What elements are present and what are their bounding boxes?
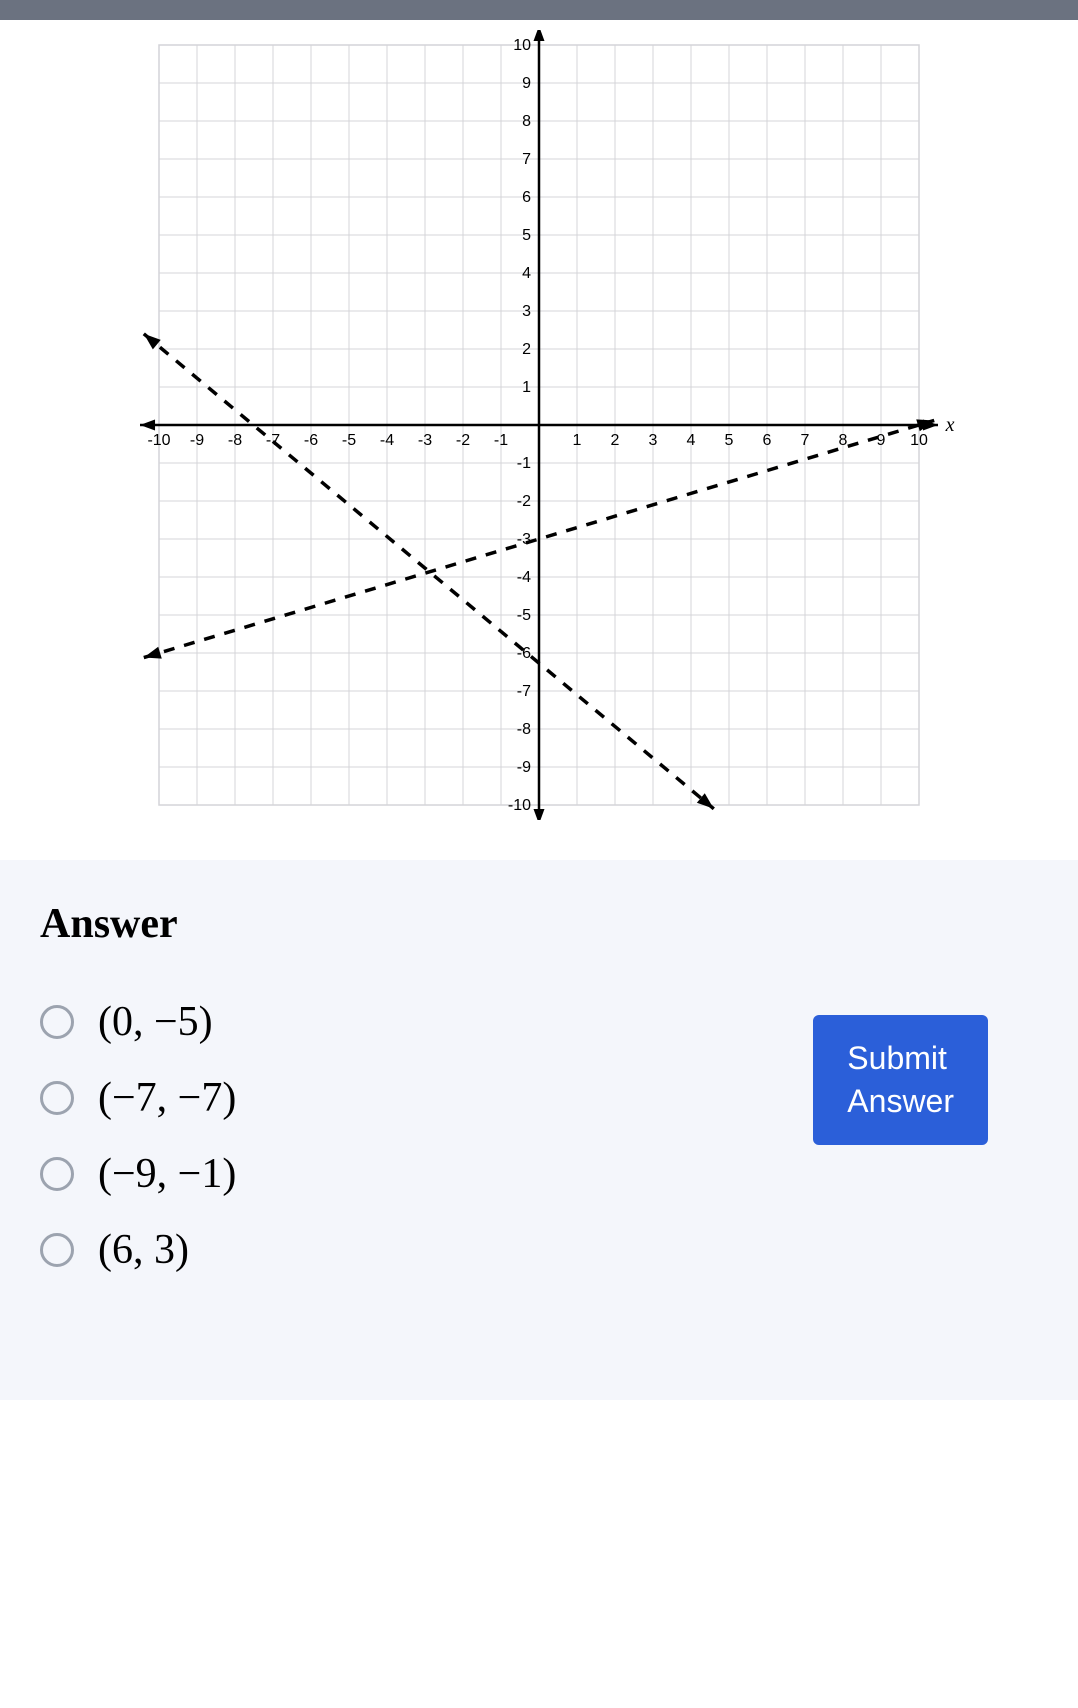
radio-icon[interactable] [40, 1233, 74, 1267]
answer-option[interactable]: (6, 3) [40, 1226, 1038, 1274]
answer-option[interactable]: (−9, −1) [40, 1150, 1038, 1198]
answer-section: Answer (0, −5) (−7, −7) (−9, −1) (6, 3) Sub… [0, 860, 1078, 1400]
submit-button[interactable]: SubmitAnswer [813, 1015, 988, 1145]
svg-text:-10: -10 [508, 797, 531, 814]
svg-text:-1: -1 [517, 455, 531, 472]
chart-container: -10 -9 -8 -7 -6 -5 -4 -3 -2 -1 1 2 3 4 5 6 7 8 9 10 -10 -9 -8 -… [0, 20, 1078, 860]
svg-text:-1: -1 [494, 432, 508, 449]
svg-text:4: 4 [687, 432, 696, 449]
svg-text:2: 2 [611, 432, 620, 449]
svg-text:-3: -3 [418, 432, 432, 449]
svg-text:-4: -4 [380, 432, 394, 449]
svg-text:-7: -7 [517, 683, 531, 700]
svg-text:-6: -6 [304, 432, 318, 449]
svg-text:-10: -10 [147, 432, 170, 449]
top-bar [0, 0, 1078, 20]
svg-text:3: 3 [649, 432, 658, 449]
svg-text:2: 2 [522, 341, 531, 358]
answer-title: Answer [40, 900, 1038, 948]
svg-text:1: 1 [573, 432, 582, 449]
svg-text:3: 3 [522, 303, 531, 320]
svg-text:-5: -5 [517, 607, 531, 624]
radio-icon[interactable] [40, 1005, 74, 1039]
svg-text:-2: -2 [456, 432, 470, 449]
svg-text:10: 10 [910, 432, 928, 449]
svg-text:x: x [945, 414, 955, 436]
svg-text:-8: -8 [517, 721, 531, 738]
svg-text:6: 6 [763, 432, 772, 449]
svg-text:-9: -9 [190, 432, 204, 449]
svg-text:-4: -4 [517, 569, 531, 586]
svg-text:7: 7 [522, 151, 531, 168]
svg-text:-9: -9 [517, 759, 531, 776]
svg-text:-8: -8 [228, 432, 242, 449]
svg-text:8: 8 [839, 432, 848, 449]
svg-text:6: 6 [522, 189, 531, 206]
option-label: (−7, −7) [98, 1074, 236, 1122]
option-label: (0, −5) [98, 998, 213, 1046]
svg-text:7: 7 [801, 432, 810, 449]
svg-text:1: 1 [522, 379, 531, 396]
radio-icon[interactable] [40, 1157, 74, 1191]
svg-text:5: 5 [725, 432, 734, 449]
option-label: (−9, −1) [98, 1150, 236, 1198]
radio-icon[interactable] [40, 1081, 74, 1115]
svg-text:10: 10 [513, 37, 531, 54]
svg-text:-5: -5 [342, 432, 356, 449]
svg-text:4: 4 [522, 265, 531, 282]
svg-text:5: 5 [522, 227, 531, 244]
coordinate-plane: -10 -9 -8 -7 -6 -5 -4 -3 -2 -1 1 2 3 4 5 6 7 8 9 10 -10 -9 -8 -… [109, 30, 969, 820]
svg-text:9: 9 [522, 75, 531, 92]
option-label: (6, 3) [98, 1226, 189, 1274]
svg-text:-3: -3 [517, 531, 531, 548]
svg-text:8: 8 [522, 113, 531, 130]
svg-text:9: 9 [877, 432, 886, 449]
svg-text:-2: -2 [517, 493, 531, 510]
submit-label: SubmitAnswer [847, 1040, 954, 1119]
